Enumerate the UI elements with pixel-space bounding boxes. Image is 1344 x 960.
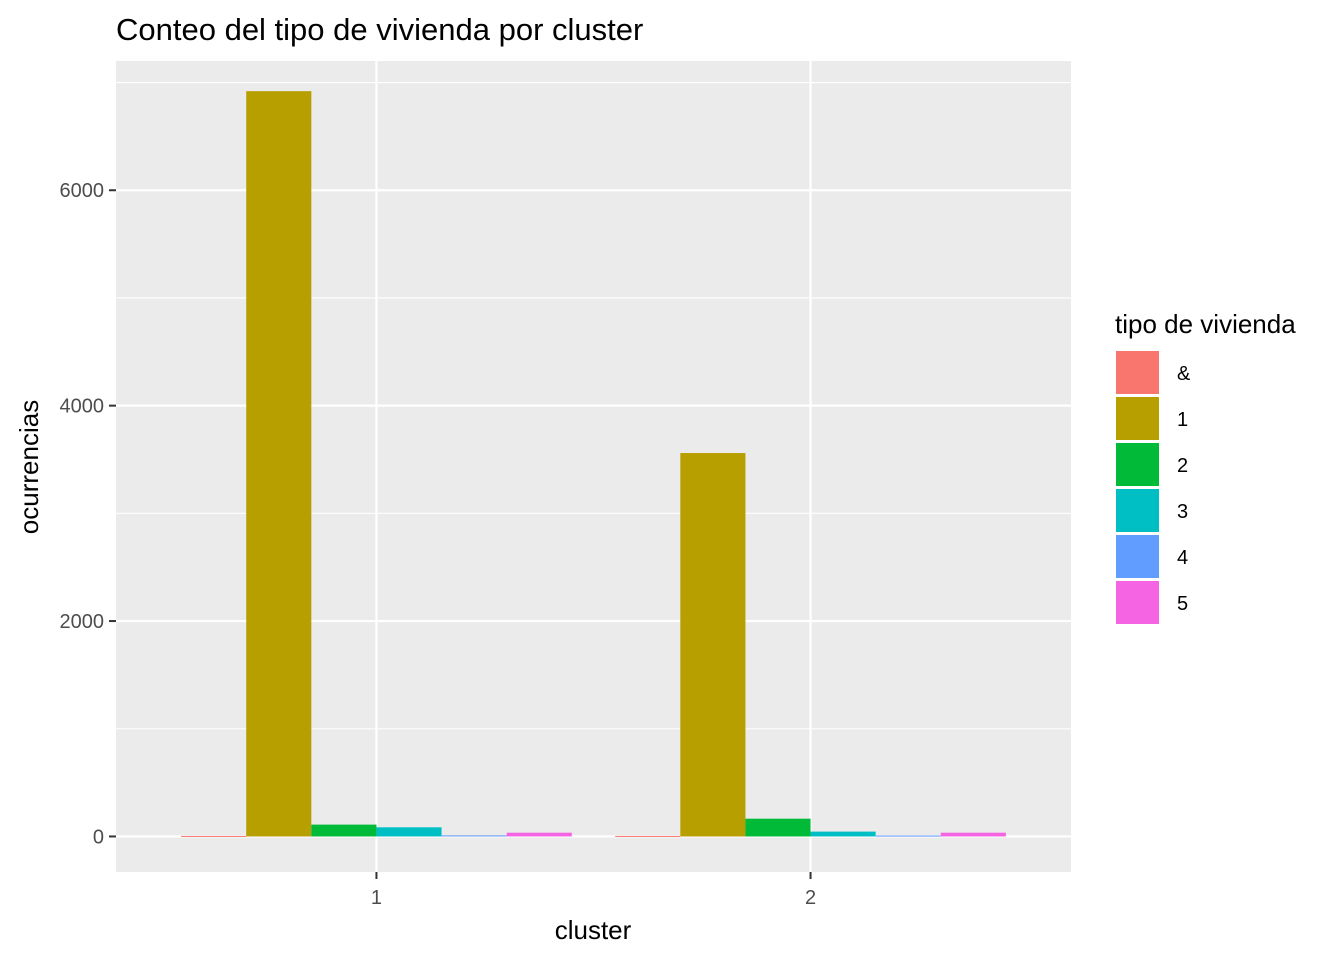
- y-tick-label: 0: [93, 826, 104, 848]
- bar-cluster-2-tipo-2: [745, 818, 811, 837]
- legend-key-2: [1116, 443, 1159, 486]
- legend-key-amp: [1116, 351, 1159, 394]
- y-tick-label: 6000: [60, 180, 105, 202]
- legend-label: 2: [1177, 455, 1188, 477]
- bar-cluster-1-tipo-2: [311, 824, 377, 837]
- x-tick-label: 2: [805, 887, 816, 909]
- legend-key-1: [1116, 397, 1159, 440]
- y-axis: 0 2000 4000 6000: [60, 180, 116, 848]
- bars: [181, 91, 1006, 837]
- bar-cluster-1-tipo-5: [506, 832, 572, 837]
- legend-key-3: [1116, 489, 1159, 532]
- x-tick-label: 1: [371, 887, 382, 909]
- bar-cluster-1-tipo-1: [246, 91, 312, 837]
- bar-cluster-2-tipo-amp: [615, 835, 681, 837]
- y-axis-title: ocurrencias: [14, 400, 44, 534]
- bar-cluster-1-tipo-4: [441, 835, 507, 837]
- legend-label: 4: [1177, 547, 1188, 569]
- bar-cluster-1-tipo-3: [376, 827, 442, 837]
- y-tick-label: 4000: [60, 396, 105, 418]
- legend-title: tipo de vivienda: [1115, 309, 1296, 339]
- x-axis-title: cluster: [555, 915, 632, 945]
- bar-cluster-2-tipo-5: [940, 832, 1006, 837]
- bar-cluster-2-tipo-3: [810, 831, 876, 837]
- bar-cluster-2-tipo-4: [875, 835, 941, 837]
- legend-label: &: [1177, 363, 1191, 385]
- legend-label: 5: [1177, 593, 1188, 615]
- chart-title: Conteo del tipo de vivienda por cluster: [116, 12, 643, 47]
- y-tick-label: 2000: [60, 611, 105, 633]
- legend-key-4: [1116, 535, 1159, 578]
- legend-label: 1: [1177, 409, 1188, 431]
- legend-label: 3: [1177, 501, 1188, 523]
- bar-cluster-2-tipo-1: [680, 453, 746, 837]
- bar-cluster-1-tipo-amp: [181, 835, 247, 837]
- legend: tipo de vivienda & 1 2 3 4 5: [1115, 309, 1296, 624]
- legend-key-5: [1116, 581, 1159, 624]
